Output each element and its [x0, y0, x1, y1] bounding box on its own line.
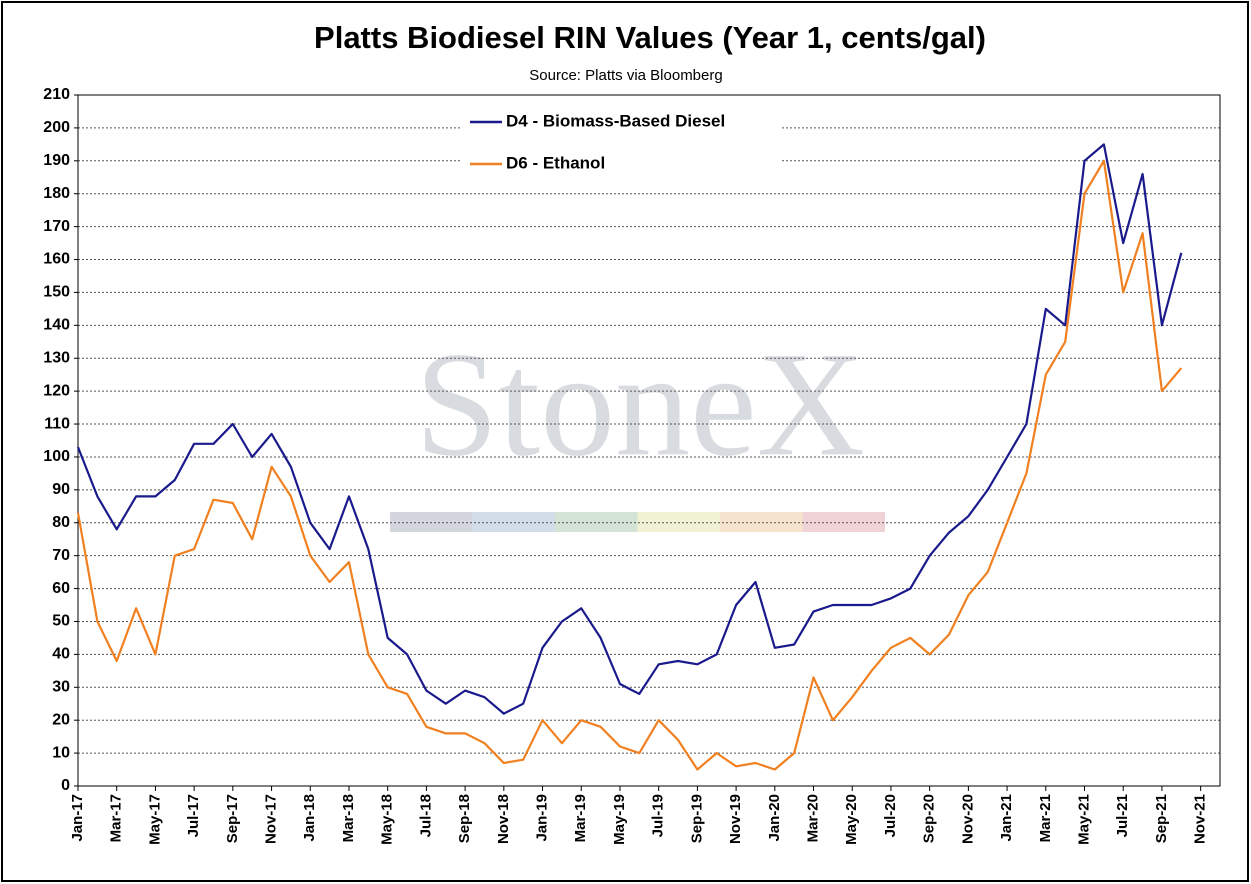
series-line — [76, 159, 1183, 771]
chart-title: Platts Biodiesel RIN Values (Year 1, cen… — [314, 20, 986, 55]
chart-subtitle: Source: Platts via Bloomberg — [529, 67, 722, 84]
y-tick-label: 140 — [43, 317, 70, 334]
y-tick-label: 30 — [52, 679, 70, 696]
x-tick-label: Jan-19 — [534, 794, 551, 842]
x-tick-label: Jan-18 — [301, 794, 318, 842]
x-tick-label: Jan-17 — [69, 794, 86, 842]
plot-area — [77, 94, 1221, 787]
x-tick-label: Nov-18 — [495, 794, 512, 844]
y-tick-label: 120 — [43, 382, 70, 399]
watermark-stripe — [802, 512, 885, 532]
x-tick-label: May-18 — [379, 794, 396, 845]
y-tick-label: 90 — [52, 481, 70, 498]
legend-label: D6 - Ethanol — [506, 153, 605, 172]
x-tick-label: Sep-17 — [224, 794, 241, 843]
x-tick-label: Sep-20 — [921, 794, 938, 843]
y-tick-label: 150 — [43, 284, 70, 301]
y-tick-label: 40 — [52, 646, 70, 663]
watermark-stripe — [472, 512, 555, 532]
x-tick-label: Jul-17 — [185, 794, 202, 837]
legend-label: D4 - Biomass-Based Diesel — [506, 111, 725, 130]
x-tick-label: Sep-18 — [456, 794, 473, 843]
y-tick-label: 0 — [61, 777, 70, 794]
x-tick-label: Jan-21 — [998, 794, 1015, 842]
y-tick-label: 180 — [43, 185, 70, 202]
y-tick-label: 170 — [43, 218, 70, 235]
x-tick-label: Jul-21 — [1114, 794, 1131, 837]
x-tick-label: Nov-21 — [1192, 794, 1209, 844]
x-tick-label: Mar-17 — [108, 794, 125, 842]
watermark-stripe — [555, 512, 638, 532]
y-tick-label: 100 — [43, 448, 70, 465]
x-tick-label: Mar-20 — [804, 794, 821, 842]
x-tick-label: Jul-18 — [417, 794, 434, 837]
y-tick-label: 70 — [52, 547, 70, 564]
x-tick-label: Nov-20 — [959, 794, 976, 844]
y-tick-label: 130 — [43, 349, 70, 366]
x-tick-label: May-19 — [611, 794, 628, 845]
y-tick-label: 20 — [52, 711, 70, 728]
y-tick-label: 10 — [52, 744, 70, 761]
y-tick-label: 200 — [43, 119, 70, 136]
watermark-stripe — [637, 512, 720, 532]
x-tick-label: Jan-20 — [766, 794, 783, 842]
x-tick-label: Mar-21 — [1037, 794, 1054, 842]
watermark-stripe — [390, 512, 473, 532]
x-tick-label: Mar-19 — [572, 794, 589, 842]
y-tick-label: 60 — [52, 580, 70, 597]
y-tick-label: 110 — [44, 415, 70, 432]
x-tick-label: May-21 — [1075, 794, 1092, 845]
y-tick-label: 50 — [52, 613, 70, 630]
x-tick-label: Mar-18 — [340, 794, 357, 842]
x-tick-label: May-17 — [146, 794, 163, 845]
y-tick-label: 190 — [43, 152, 70, 169]
x-tick-label: Sep-19 — [688, 794, 705, 843]
x-tick-label: Sep-21 — [1153, 794, 1170, 843]
series-line — [76, 143, 1183, 715]
legend-bg — [462, 150, 782, 178]
x-tick-label: May-20 — [843, 794, 860, 845]
x-tick-label: Nov-17 — [263, 794, 280, 844]
y-tick-label: 210 — [43, 86, 70, 103]
watermark-stripe — [720, 512, 803, 532]
legend-bg — [462, 108, 782, 136]
x-tick-label: Jul-20 — [882, 794, 899, 837]
y-tick-label: 160 — [43, 251, 70, 268]
watermark: StoneX — [415, 321, 865, 487]
x-tick-label: Jul-19 — [650, 794, 667, 837]
x-tick-label: Nov-19 — [727, 794, 744, 844]
y-tick-label: 80 — [52, 514, 70, 531]
